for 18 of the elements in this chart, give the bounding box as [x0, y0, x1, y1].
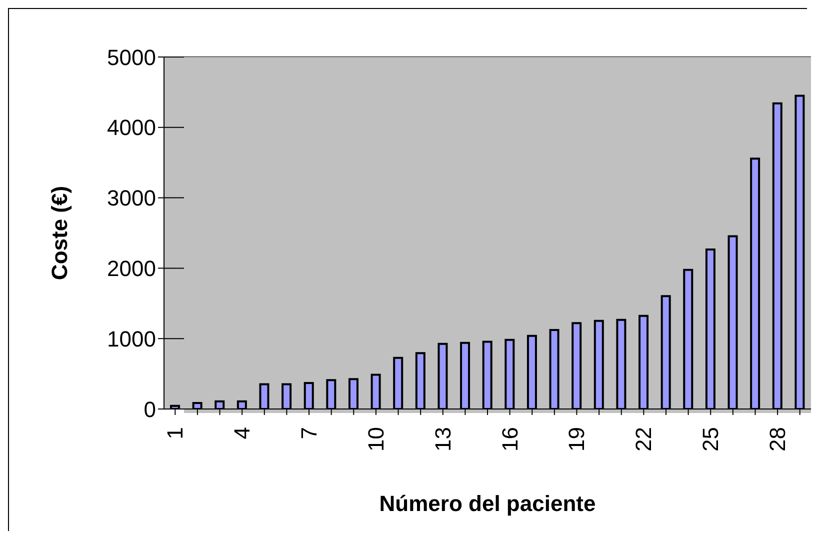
x-tick-label: 16: [497, 427, 522, 452]
x-axis-title: Número del paciente: [379, 491, 596, 516]
x-tick-label: 4: [230, 427, 255, 440]
y-tick-label: 2000: [107, 256, 156, 282]
y-tick-label: 1000: [107, 326, 156, 352]
y-tick-label: 5000: [107, 44, 156, 70]
x-tick-label: 7: [296, 427, 322, 440]
y-axis-title: Coste (€): [46, 186, 72, 280]
y-tick-label: 0: [144, 396, 156, 422]
y-tick-label: 4000: [107, 115, 156, 140]
y-tick-label: 3000: [107, 186, 156, 211]
x-tick-label: 10: [363, 427, 388, 452]
x-tick-label: 28: [765, 427, 790, 452]
x-tick-label: 1: [162, 427, 188, 440]
x-tick-label: 22: [631, 427, 656, 452]
x-tick-label: 13: [430, 427, 456, 452]
x-tick-label: 25: [698, 427, 724, 452]
x-tick-label: 19: [564, 427, 590, 452]
